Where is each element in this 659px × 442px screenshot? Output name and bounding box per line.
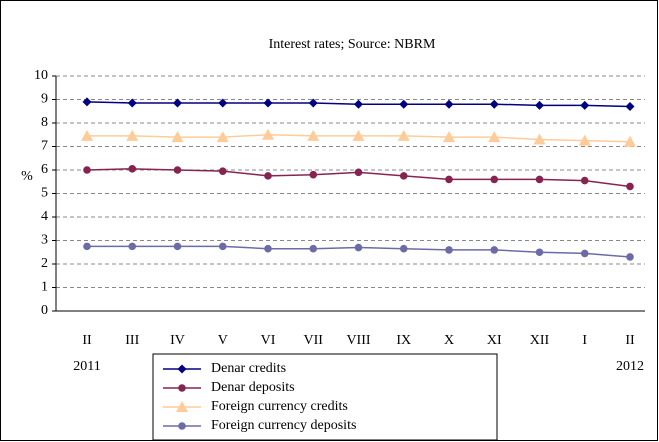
x-group-label: 2011 (73, 359, 100, 374)
marker (218, 98, 228, 108)
x-tick-label: V (218, 333, 228, 348)
y-tick-label: 9 (41, 92, 48, 107)
marker (625, 102, 635, 112)
marker (81, 129, 93, 141)
legend-label: Denar deposits (211, 380, 295, 395)
chart-title: Interest rates; Source: NBRM (269, 37, 436, 52)
marker (533, 133, 546, 145)
marker (397, 129, 410, 141)
marker (263, 98, 273, 108)
x-tick-label: IX (396, 333, 411, 348)
x-tick-label: XII (530, 333, 550, 348)
y-tick-label: 4 (41, 209, 48, 224)
marker (535, 100, 544, 110)
y-tick-label: 3 (41, 233, 48, 248)
marker (580, 100, 590, 110)
marker (626, 182, 634, 191)
y-tick-label: 5 (41, 186, 48, 201)
marker (354, 168, 363, 177)
marker (83, 242, 91, 251)
marker (399, 244, 408, 253)
marker (176, 401, 188, 412)
marker (82, 97, 92, 107)
marker (262, 128, 274, 140)
marker (399, 172, 408, 180)
x-tick-label: I (582, 333, 587, 348)
marker (444, 99, 454, 109)
y-tick-label: 0 (41, 303, 48, 318)
y-tick-label: 2 (41, 256, 48, 271)
marker (445, 246, 453, 254)
x-tick-label: VIII (346, 333, 370, 348)
marker (264, 244, 272, 253)
marker (178, 384, 186, 392)
marker (535, 175, 544, 184)
marker (580, 176, 589, 185)
marker (489, 99, 499, 109)
marker (578, 134, 591, 146)
x-tick-label: VI (261, 333, 276, 348)
x-tick-label: IV (170, 333, 185, 348)
marker (490, 246, 499, 254)
marker (307, 129, 320, 141)
marker (443, 131, 455, 143)
marker (309, 244, 318, 253)
marker (308, 98, 318, 108)
marker (264, 172, 272, 180)
marker (173, 166, 182, 174)
marker (83, 166, 91, 174)
marker (126, 129, 139, 141)
marker (445, 175, 453, 184)
y-tick-label: 6 (41, 162, 48, 177)
y-tick-label: 1 (41, 280, 48, 295)
marker (173, 242, 182, 251)
marker (580, 249, 589, 258)
marker (488, 131, 501, 143)
marker (218, 242, 227, 251)
marker (399, 99, 409, 109)
y-axis-label: % (21, 169, 33, 184)
legend-label: Denar credits (211, 361, 286, 376)
y-tick-label: 7 (41, 139, 48, 154)
marker (309, 170, 318, 179)
legend-box (152, 353, 498, 441)
marker (171, 131, 184, 143)
marker (127, 98, 137, 108)
marker (352, 129, 365, 141)
x-group-label: 2012 (616, 359, 644, 374)
marker (178, 422, 186, 430)
x-tick-label: VII (304, 333, 324, 348)
marker (177, 364, 187, 374)
marker (535, 248, 544, 257)
marker (128, 165, 137, 173)
legend-label: Foreign currency credits (211, 399, 348, 414)
marker (128, 242, 137, 251)
marker (354, 99, 363, 109)
marker (216, 131, 229, 143)
marker (490, 175, 499, 184)
x-tick-label: III (125, 333, 139, 348)
marker (354, 243, 363, 252)
x-tick-label: II (82, 333, 92, 348)
legend-label: Foreign currency deposits (211, 418, 356, 433)
y-tick-label: 8 (41, 115, 48, 130)
marker (173, 98, 182, 108)
x-tick-label: II (625, 333, 635, 348)
x-tick-label: XI (487, 333, 502, 348)
y-tick-label: 10 (34, 68, 48, 83)
marker (624, 135, 636, 147)
marker (626, 253, 634, 261)
marker (218, 167, 227, 175)
x-tick-label: X (444, 333, 454, 348)
